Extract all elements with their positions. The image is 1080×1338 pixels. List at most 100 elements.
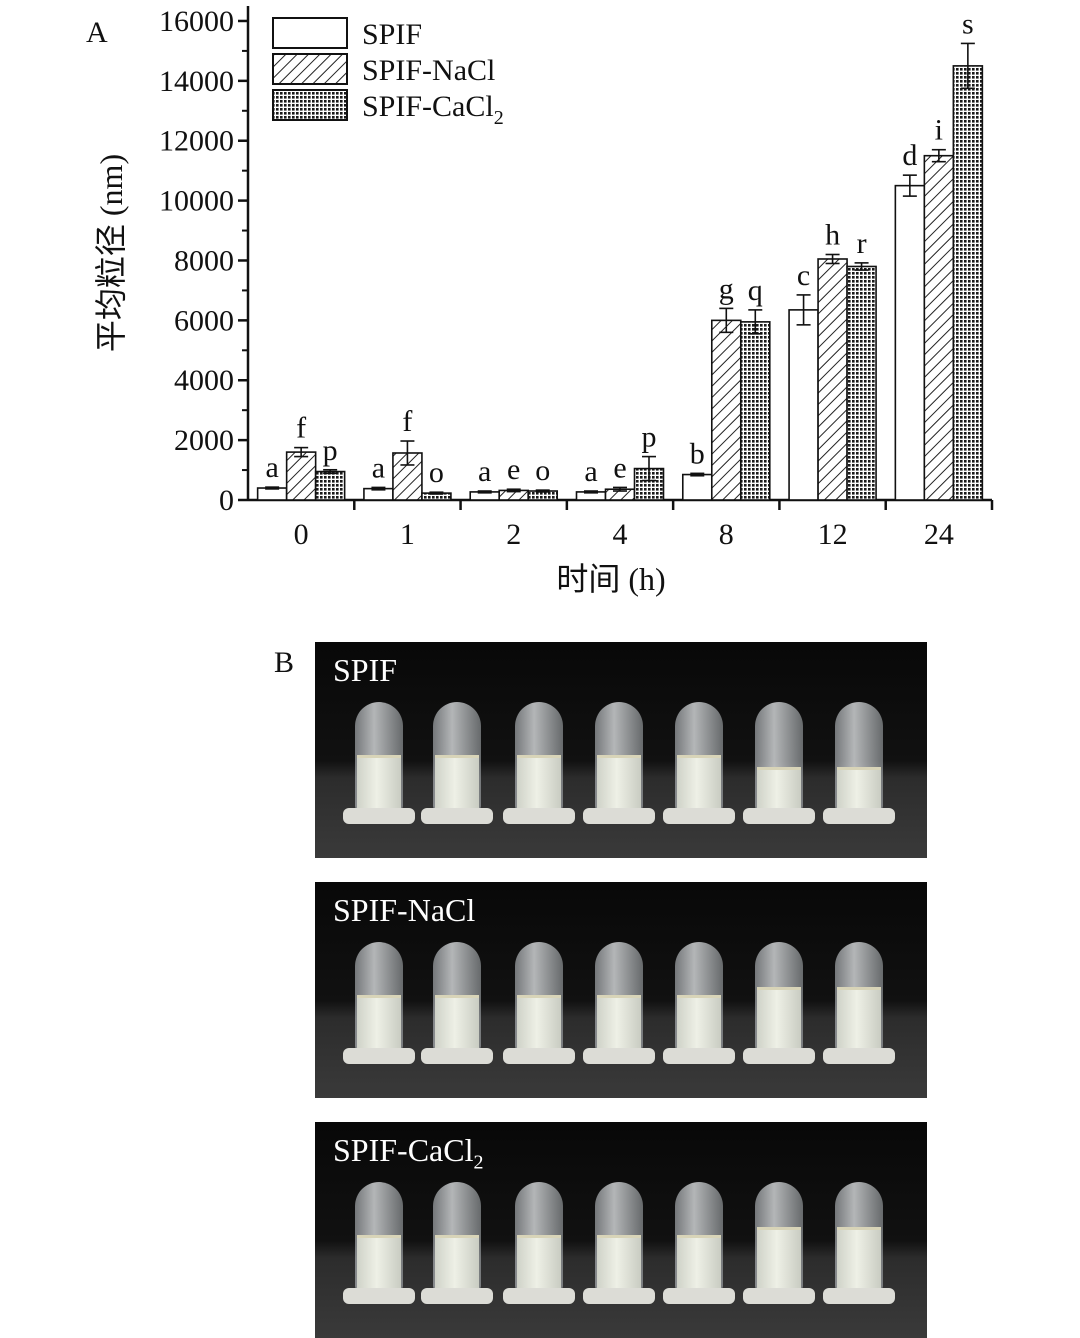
bar-chart: A 0 2000 4000 6000 8000 10000 12000 14000 16000 0…: [86, 5, 994, 597]
legend-label: SPIF-NaCl: [362, 54, 495, 87]
y-tick-label: 12000: [159, 125, 234, 158]
bar: [681, 473, 713, 501]
tube-base: [663, 1288, 735, 1304]
tube: [583, 1182, 655, 1304]
bar: [952, 65, 984, 501]
tube-liquid: [357, 1235, 401, 1290]
y-tick-label: 2000: [174, 424, 234, 457]
tube: [823, 1182, 895, 1304]
tube-base: [421, 1048, 493, 1064]
significance-label: q: [748, 274, 763, 307]
tube-base: [743, 808, 815, 824]
tube-liquid: [837, 1227, 881, 1290]
tube-liquid: [357, 995, 401, 1050]
y-tick-label: 6000: [174, 304, 234, 337]
significance-label: f: [402, 405, 412, 438]
significance-label: c: [797, 259, 810, 292]
tube-liquid: [677, 1235, 721, 1290]
watermark: 大数跨境: [8, 1304, 97, 1329]
tube-liquid: [597, 1235, 641, 1290]
tube: [343, 942, 415, 1064]
tube-base: [823, 808, 895, 824]
x-tick-label: 24: [924, 518, 954, 551]
tube: [663, 942, 735, 1064]
tube-base: [583, 808, 655, 824]
tube: [583, 942, 655, 1064]
significance-label: h: [825, 218, 840, 251]
legend-label: SPIF-CaCl2: [362, 90, 504, 129]
y-tick-label: 14000: [159, 65, 234, 98]
x-axis-title: 时间 (h): [556, 561, 665, 597]
tube: [663, 1182, 735, 1304]
tube-liquid: [757, 767, 801, 810]
tube: [743, 942, 815, 1064]
legend-label: SPIF: [362, 18, 422, 51]
photo-spif-cacl2: SPIF-CaCl2: [315, 1122, 927, 1338]
bar: [788, 309, 819, 501]
bar: [817, 258, 848, 501]
tube-liquid: [357, 755, 401, 810]
tube: [343, 702, 415, 824]
significance-label: a: [478, 455, 491, 488]
tube: [421, 942, 493, 1064]
x-tick-label: 1: [400, 518, 415, 551]
tube-liquid: [435, 995, 479, 1050]
photo-label-spif-cacl2: SPIF-CaCl2: [333, 1132, 484, 1174]
significance-label: o: [429, 456, 444, 489]
photo-label-spif: SPIF: [333, 652, 398, 688]
legend-swatch: [272, 53, 348, 85]
tube-base: [823, 1288, 895, 1304]
tube-base: [421, 808, 493, 824]
tube-liquid: [677, 755, 721, 810]
tube: [583, 702, 655, 824]
tube-base: [583, 1048, 655, 1064]
tube: [743, 702, 815, 824]
tube-base: [503, 1048, 575, 1064]
legend-swatch: [272, 89, 348, 121]
tube-liquid: [757, 987, 801, 1050]
tube-liquid: [837, 987, 881, 1050]
panel-b-label: B: [274, 646, 294, 679]
tube: [823, 942, 895, 1064]
significance-label: o: [535, 454, 550, 487]
tube: [663, 702, 735, 824]
x-tick-label: 8: [719, 518, 734, 551]
tube-liquid: [435, 755, 479, 810]
significance-label: s: [962, 7, 974, 40]
tube-liquid: [677, 995, 721, 1050]
y-tick-label: 10000: [159, 185, 234, 218]
bar: [894, 184, 926, 501]
x-tick-label: 0: [294, 518, 309, 551]
tube-liquid: [837, 767, 881, 810]
significance-label: p: [642, 421, 657, 454]
tube-liquid: [597, 995, 641, 1050]
tube: [503, 942, 575, 1064]
panel-b-label-wrap: B: [274, 646, 294, 679]
significance-label: b: [690, 437, 705, 470]
panel-a-label: A: [86, 16, 108, 49]
tube-base: [343, 1048, 415, 1064]
bar: [739, 321, 771, 501]
significance-label: p: [323, 434, 338, 467]
bar: [285, 451, 317, 501]
tube: [421, 1182, 493, 1304]
y-tick-label: 8000: [174, 244, 234, 277]
bar: [923, 154, 955, 501]
x-tick-label: 2: [506, 518, 521, 551]
tube-base: [663, 808, 735, 824]
tube: [421, 702, 493, 824]
tube-base: [743, 1288, 815, 1304]
bar: [846, 265, 877, 501]
bar: [710, 319, 742, 501]
significance-label: a: [372, 451, 385, 484]
y-tick-label: 0: [219, 484, 234, 517]
tube-liquid: [517, 995, 561, 1050]
photo-spif: SPIF: [315, 642, 927, 858]
tube-base: [343, 808, 415, 824]
y-tick-label: 16000: [159, 5, 234, 38]
tube: [743, 1182, 815, 1304]
tube-liquid: [435, 1235, 479, 1290]
tube-base: [663, 1048, 735, 1064]
